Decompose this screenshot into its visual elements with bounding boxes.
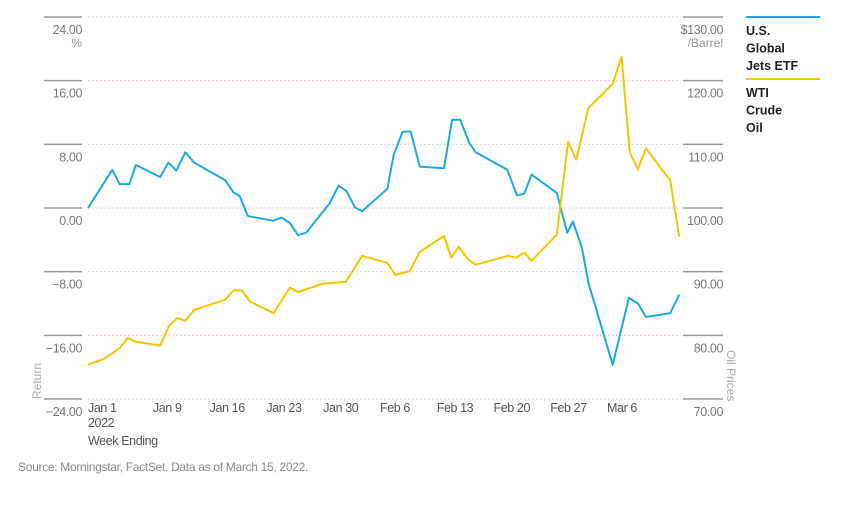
left-tick-label: 24.00 — [53, 23, 83, 37]
x-tick-label: Mar 6 — [607, 401, 637, 415]
x-tick-label: Jan 9 — [153, 401, 182, 415]
right-tick-label: 120.00 — [687, 87, 723, 101]
left-tick-label: −16.00 — [46, 341, 83, 355]
right-axis-title: Oil Prices — [724, 350, 738, 401]
x-axis-title: Week Ending — [88, 434, 158, 448]
x-tick-label: Feb 13 — [437, 401, 474, 415]
x-year: 2022 — [88, 416, 115, 430]
legend: U.S. Global Jets ETF WTI Crude Oil — [746, 16, 820, 135]
x-tick-label: Feb 27 — [550, 401, 587, 415]
left-tick-label: −8.00 — [52, 278, 82, 292]
right-tick-label: 100.00 — [687, 214, 723, 228]
x-tick-label: Jan 30 — [323, 401, 359, 415]
legend-label: Oil — [746, 121, 763, 135]
x-tick-label: Jan 23 — [266, 401, 302, 415]
legend-label: WTI — [746, 86, 769, 100]
x-tick-label: Jan 16 — [210, 401, 246, 415]
x-axis: Jan 1 Jan 9 Jan 16 Jan 23 Jan 30 Feb 6 Feb 13 F… — [88, 401, 638, 415]
left-axis: 24.00 16.00 8.00 0.00 −8.00 −16.00 −24.00 — [44, 16, 83, 419]
left-tick-label: −24.00 — [46, 405, 83, 419]
legend-label: U.S. — [746, 24, 770, 38]
series-lines — [87, 56, 681, 366]
right-axis: $130.00 120.00 110.00 100.00 90.00 80.00 70.00 — [681, 16, 724, 419]
x-tick-label: Jan 1 — [88, 401, 117, 415]
x-tick-label: Feb 6 — [380, 401, 410, 415]
gridlines — [88, 16, 680, 400]
right-tick-label: $130.00 — [681, 23, 724, 37]
series-line-u-s-global-jets-etf — [87, 118, 681, 366]
series-line-wti-crude-oil — [87, 56, 681, 366]
left-axis-title: Return — [30, 363, 44, 399]
legend-label: Crude — [746, 104, 782, 118]
right-tick-label: 110.00 — [688, 150, 723, 164]
legend-label: Global — [746, 42, 785, 56]
left-tick-label: 16.00 — [53, 87, 83, 101]
right-tick-label: 90.00 — [694, 278, 724, 292]
left-tick-label: 8.00 — [59, 150, 82, 164]
right-tick-label: 70.00 — [694, 405, 724, 419]
x-tick-label: Feb 20 — [494, 401, 531, 415]
legend-label: Jets ETF — [746, 59, 798, 73]
right-unit: /Barrel — [688, 36, 723, 50]
right-tick-label: 80.00 — [694, 341, 724, 355]
source-note: Source: Morningstar, FactSet. Data as of… — [18, 460, 308, 474]
left-tick-label: 0.00 — [59, 214, 82, 228]
left-unit: % — [71, 36, 82, 50]
